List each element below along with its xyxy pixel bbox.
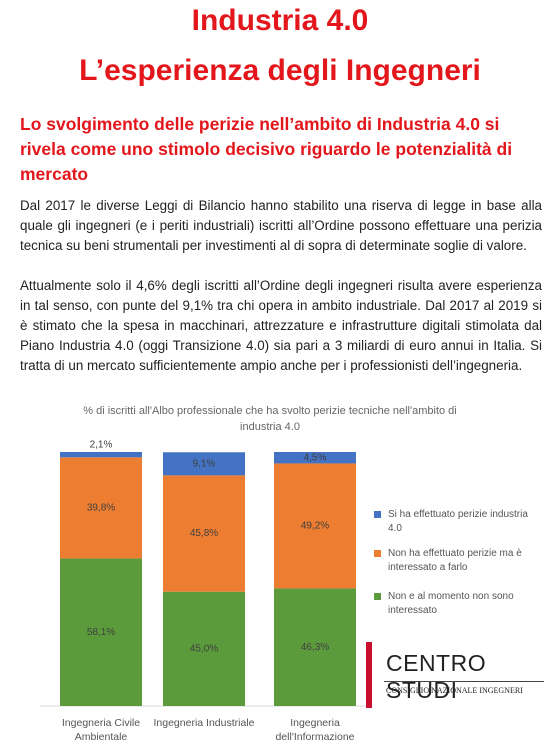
logo-rule: [384, 681, 544, 682]
value-label: 4,5%: [304, 452, 327, 463]
x-tick-label: Ingegneria dell'Informazione: [275, 717, 355, 743]
legend-swatch: [374, 593, 381, 600]
paragraph: Dal 2017 le diverse Leggi di Bilancio ha…: [20, 198, 542, 253]
paragraph: Attualmente solo il 4,6% degli iscritti …: [20, 278, 542, 373]
bar-segment: [274, 452, 356, 464]
value-label: 58,1%: [87, 627, 115, 638]
x-tick-label: Ingegneria Industriale: [153, 717, 255, 729]
bar-segment: [163, 475, 245, 592]
legend-swatch: [374, 550, 381, 557]
subtitle: Lo svolgimento delle perizie nell’ambito…: [20, 114, 513, 184]
value-label: 46,3%: [301, 642, 329, 653]
bar-segment: [60, 558, 142, 706]
bar-segment: [60, 457, 142, 559]
value-label: 2,1%: [90, 440, 113, 451]
bar-segment: [274, 588, 356, 706]
logo-org: CONSIGLIO NAZIONALE INGEGNERI: [386, 686, 523, 695]
title: Industria 4.0: [191, 4, 369, 37]
value-label: 9,1%: [193, 458, 216, 469]
legend-label: Non e al momento non sono interessato: [388, 591, 514, 616]
x-tick-label: Ingegneria Civile Ambientale: [61, 717, 141, 743]
bar-segment: [60, 452, 142, 458]
value-label: 39,8%: [87, 503, 115, 514]
bar-segment: [274, 463, 356, 589]
bar-segment: [163, 452, 245, 476]
title: L’esperienza degli Ingegneri: [79, 54, 481, 87]
legend-label: Si ha effettuato perizie industria 4.0: [388, 509, 528, 534]
bar-segment: [163, 591, 245, 706]
value-label: 49,2%: [301, 521, 329, 532]
value-label: 45,0%: [190, 643, 218, 654]
value-label: 45,8%: [190, 528, 218, 539]
legend-swatch: [374, 511, 381, 518]
chart-title: % di iscritti all'Albo professionale che…: [83, 405, 457, 433]
logo-name: CENTRO STUDI: [386, 650, 487, 703]
logo-bar: [366, 642, 372, 708]
legend-label: Non ha effettuato perizie ma è interessa…: [388, 548, 522, 573]
